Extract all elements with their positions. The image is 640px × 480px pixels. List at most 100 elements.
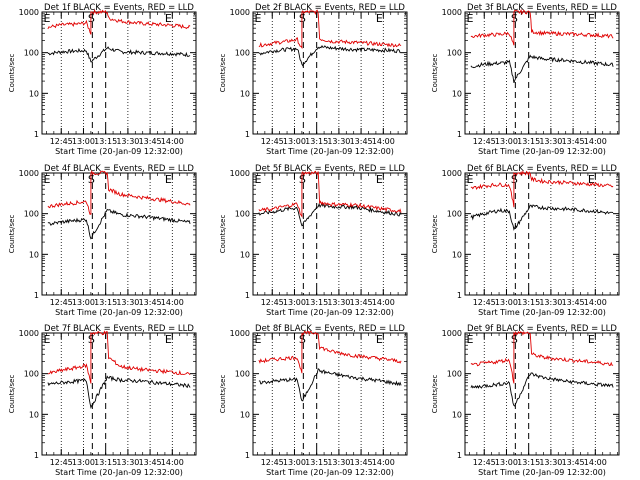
x-tick-label: 13:00 bbox=[72, 137, 95, 146]
y-tick-label: 1000 bbox=[230, 169, 250, 178]
x-axis-label: Start Time (20-Jan-09 12:32:00) bbox=[266, 147, 394, 156]
x-tick-label: 13:30 bbox=[116, 298, 139, 307]
event-marker-label: S bbox=[299, 12, 306, 25]
event-marker-label: S bbox=[88, 333, 95, 346]
x-tick-label: 13:00 bbox=[283, 458, 306, 467]
event-marker-label: S bbox=[299, 333, 306, 346]
x-tick-label: 13:30 bbox=[327, 458, 350, 467]
event-marker-label: E bbox=[254, 333, 261, 346]
y-tick-label: 1000 bbox=[19, 8, 39, 17]
x-tick-label: 12:45 bbox=[50, 458, 73, 467]
y-tick-label: 100 bbox=[447, 210, 462, 219]
x-tick-label: 14:00 bbox=[584, 137, 607, 146]
event-marker-label: S bbox=[511, 12, 518, 25]
x-tick-label: 13:45 bbox=[350, 298, 373, 307]
x-tick-label: 13:30 bbox=[327, 137, 350, 146]
x-tick-label: 12:45 bbox=[473, 137, 496, 146]
x-tick-label: 13:15 bbox=[305, 458, 328, 467]
series-lld-line bbox=[470, 170, 614, 208]
chart-title: Det 9f BLACK = Events, RED = LLD bbox=[467, 324, 617, 334]
chart-title: Det 3f BLACK = Events, RED = LLD bbox=[467, 3, 617, 13]
x-axis-label: Start Time (20-Jan-09 12:32:00) bbox=[55, 468, 183, 477]
chart-title: Det 8f BLACK = Events, RED = LLD bbox=[255, 324, 405, 334]
x-tick-label: 12:45 bbox=[473, 298, 496, 307]
chart-panel-4: Det 4f BLACK = Events, RED = LLD Counts/s… bbox=[8, 164, 197, 317]
series-events-line bbox=[47, 375, 191, 409]
x-tick-label: 13:30 bbox=[116, 458, 139, 467]
series-lld-line bbox=[47, 9, 191, 35]
event-marker-label: E bbox=[43, 173, 50, 186]
chart-panel-7: Det 7f BLACK = Events, RED = LLD Counts/s… bbox=[8, 324, 197, 477]
y-tick-label: 1 bbox=[34, 130, 39, 139]
event-marker-label: E bbox=[165, 12, 172, 25]
chart-panel-6: Det 6f BLACK = Events, RED = LLD Counts/s… bbox=[431, 164, 620, 317]
y-axis-label: Counts/sec bbox=[431, 54, 439, 93]
x-axis-label: Start Time (20-Jan-09 12:32:00) bbox=[478, 468, 606, 477]
y-tick-label: 10 bbox=[240, 250, 250, 259]
x-tick-label: 13:45 bbox=[350, 137, 373, 146]
event-marker-label: E bbox=[254, 12, 261, 25]
x-tick-label: 13:15 bbox=[305, 298, 328, 307]
x-tick-label: 13:00 bbox=[495, 298, 518, 307]
y-tick-label: 100 bbox=[235, 49, 250, 58]
y-tick-label: 1 bbox=[245, 130, 250, 139]
y-tick-label: 100 bbox=[447, 49, 462, 58]
series-events-line bbox=[470, 372, 614, 407]
x-tick-label: 13:30 bbox=[116, 137, 139, 146]
chart-title: Det 7f BLACK = Events, RED = LLD bbox=[44, 324, 194, 334]
y-tick-label: 100 bbox=[235, 370, 250, 379]
plot-frame bbox=[464, 332, 620, 456]
x-tick-label: 13:45 bbox=[562, 298, 585, 307]
plot-frame bbox=[464, 172, 620, 296]
x-axis-label: Start Time (20-Jan-09 12:32:00) bbox=[266, 308, 394, 317]
event-marker-label: E bbox=[165, 333, 172, 346]
series-events-line bbox=[47, 46, 191, 63]
x-tick-label: 13:15 bbox=[94, 458, 117, 467]
event-marker-label: E bbox=[466, 173, 473, 186]
series-lld-line bbox=[258, 9, 402, 50]
y-axis-label: Counts/sec bbox=[219, 54, 227, 93]
x-axis-label: Start Time (20-Jan-09 12:32:00) bbox=[478, 308, 606, 317]
x-axis-label: Start Time (20-Jan-09 12:32:00) bbox=[55, 308, 183, 317]
series-lld-line bbox=[47, 330, 191, 384]
x-tick-label: 12:45 bbox=[50, 137, 73, 146]
chart-panel-3: Det 3f BLACK = Events, RED = LLD Counts/s… bbox=[431, 3, 620, 156]
x-tick-label: 14:00 bbox=[584, 298, 607, 307]
x-tick-label: 13:15 bbox=[94, 298, 117, 307]
series-lld-line bbox=[47, 170, 191, 215]
y-tick-label: 10 bbox=[452, 89, 462, 98]
x-tick-label: 13:00 bbox=[283, 298, 306, 307]
x-tick-label: 13:00 bbox=[495, 458, 518, 467]
y-tick-label: 100 bbox=[235, 210, 250, 219]
plot-frame bbox=[464, 11, 620, 135]
y-tick-label: 10 bbox=[452, 250, 462, 259]
x-tick-label: 13:45 bbox=[562, 137, 585, 146]
event-marker-label: S bbox=[88, 173, 95, 186]
y-tick-label: 1000 bbox=[230, 8, 250, 17]
series-events-line bbox=[258, 368, 402, 402]
x-tick-label: 13:30 bbox=[539, 137, 562, 146]
y-tick-label: 1 bbox=[457, 291, 462, 300]
chart-title: Det 5f BLACK = Events, RED = LLD bbox=[255, 164, 405, 174]
plot-frame bbox=[41, 332, 197, 456]
x-tick-label: 13:30 bbox=[539, 298, 562, 307]
y-axis-label: Counts/sec bbox=[431, 375, 439, 414]
y-tick-label: 1000 bbox=[442, 329, 462, 338]
chart-panel-1: Det 1f BLACK = Events, RED = LLD Counts/s… bbox=[8, 3, 197, 156]
y-tick-label: 100 bbox=[24, 370, 39, 379]
series-events-line bbox=[470, 54, 614, 83]
event-marker-label: E bbox=[466, 333, 473, 346]
x-tick-label: 13:45 bbox=[139, 298, 162, 307]
series-lld-line bbox=[470, 8, 614, 46]
chart-title: Det 2f BLACK = Events, RED = LLD bbox=[255, 3, 405, 13]
event-marker-label: E bbox=[376, 173, 383, 186]
x-tick-label: 14:00 bbox=[161, 458, 184, 467]
y-tick-label: 1000 bbox=[19, 329, 39, 338]
chart-title: Det 6f BLACK = Events, RED = LLD bbox=[467, 164, 617, 174]
x-tick-label: 14:00 bbox=[161, 137, 184, 146]
plot-frame bbox=[41, 172, 197, 296]
event-marker-label: E bbox=[376, 12, 383, 25]
x-tick-label: 13:15 bbox=[517, 458, 540, 467]
event-marker-label: S bbox=[88, 12, 95, 25]
y-tick-label: 100 bbox=[24, 49, 39, 58]
